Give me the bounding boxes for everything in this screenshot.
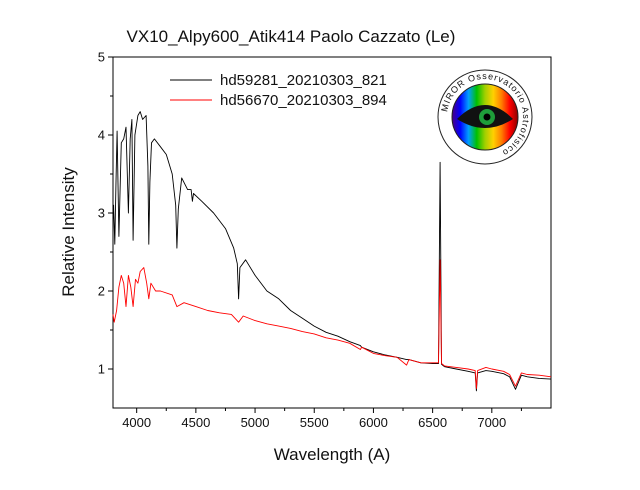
- eye-pupil: [483, 113, 491, 121]
- legend-label-series-1: hd59281_20210303_821: [220, 72, 387, 89]
- x-axis-label: Wavelength (A): [274, 445, 391, 464]
- y-tick-label: 1: [98, 362, 105, 377]
- x-tick-label: 7000: [477, 415, 506, 430]
- y-tick-label: 3: [98, 206, 105, 221]
- x-tick-label: 5500: [300, 415, 329, 430]
- x-tick-label: 4500: [181, 415, 210, 430]
- series-layer: [112, 111, 552, 392]
- plot-frame: [112, 56, 552, 409]
- axes: 4000 4500 5000 5500 6000 6500 7000 1 2 3 4 5: [98, 50, 552, 430]
- x-tick-label: 4000: [122, 415, 151, 430]
- chart-title: VX10_Alpy600_Atik414 Paolo Cazzato (Le): [127, 27, 456, 46]
- miror-logo: MIROR Osservatorio Astrofisico: [437, 69, 533, 165]
- y-axis-label: Relative Intensity: [59, 167, 78, 297]
- y-tick-label: 5: [98, 50, 105, 65]
- series-line-1: [112, 111, 552, 392]
- x-tick-label: 5000: [241, 415, 270, 430]
- legend: hd59281_20210303_821 hd56670_20210303_89…: [170, 72, 387, 109]
- legend-label-series-2: hd56670_20210303_894: [220, 92, 387, 109]
- y-tick-label: 2: [98, 284, 105, 299]
- series-line-2: [112, 259, 552, 389]
- x-tick-label: 6000: [359, 415, 388, 430]
- x-tick-label: 6500: [418, 415, 447, 430]
- y-tick-label: 4: [98, 128, 105, 143]
